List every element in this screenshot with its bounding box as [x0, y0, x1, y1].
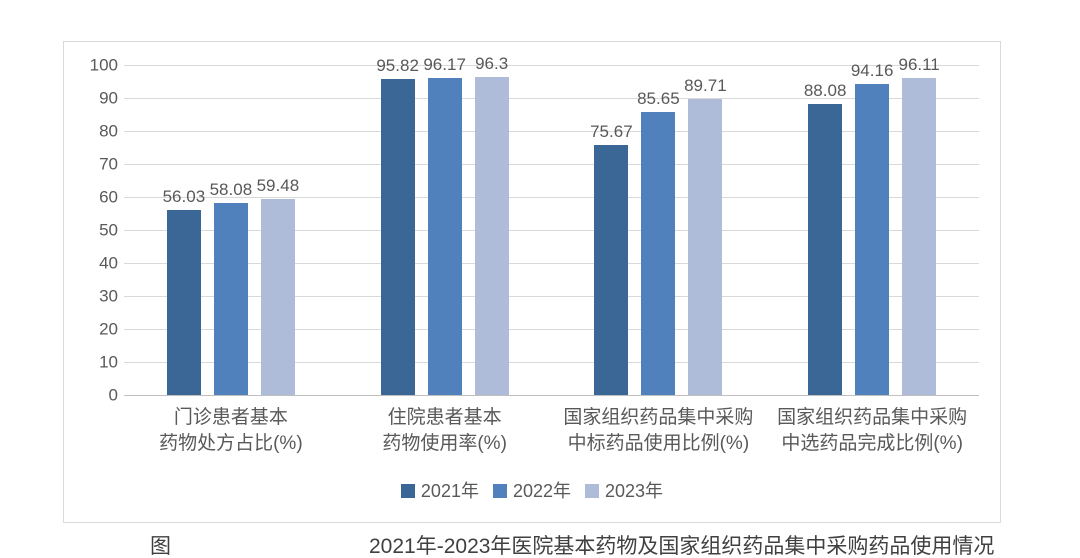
y-tick-label: 10	[99, 352, 118, 372]
bar-value-label: 88.08	[803, 81, 847, 101]
legend-label: 2022年	[512, 481, 572, 501]
gridline	[124, 362, 979, 363]
bar	[213, 203, 248, 395]
bar	[166, 210, 201, 395]
y-tick-label: 90	[99, 88, 118, 108]
bar	[808, 104, 843, 395]
gridline	[124, 197, 979, 198]
legend-label: 2023年	[605, 481, 664, 501]
gridline	[124, 329, 979, 330]
figure-caption-text: 2021年-2023年医院基本药物及国家组织药品集中采购药品使用情况	[369, 535, 995, 558]
legend-item: 2023年	[585, 482, 663, 500]
bar-value-label: 96.11	[898, 54, 940, 74]
y-tick-label: 80	[99, 121, 118, 141]
bar	[641, 112, 676, 395]
category-label: 国家组织药品集中采购 中选药品完成比例(%)	[777, 407, 968, 454]
y-tick-label: 40	[99, 253, 118, 273]
bar-value-label: 75.67	[590, 122, 633, 142]
bar	[260, 198, 295, 395]
bar	[427, 77, 462, 395]
category-label: 国家组织药品集中采购 中标药品使用比例(%)	[563, 407, 754, 454]
bar	[688, 98, 723, 395]
y-tick-label: 100	[89, 55, 118, 75]
gridline	[124, 65, 979, 66]
legend-swatch-icon	[585, 484, 600, 498]
bar	[855, 84, 890, 395]
bar	[380, 78, 415, 395]
bar-value-label: 96.3	[475, 54, 509, 74]
legend-item: 2021年	[400, 481, 479, 501]
bar-value-label: 58.08	[209, 180, 253, 200]
gridline	[124, 131, 979, 132]
gridline	[124, 263, 979, 264]
bar	[474, 77, 509, 395]
chart-panel: 2021年 2022年 2023年 0 10 20 30 40 50 60 70 80 90 100 56…	[63, 41, 1001, 523]
bar-value-label: 89.71	[684, 75, 727, 95]
category-label: 门诊患者基本 药物处方占比(%)	[159, 407, 303, 454]
bar	[594, 145, 629, 395]
bar-value-label: 96.17	[423, 54, 466, 74]
bar-value-label: 94.16	[850, 61, 894, 81]
gridline	[124, 98, 979, 99]
legend-swatch-icon	[400, 484, 415, 498]
figure-caption-prefix: 图	[150, 535, 171, 558]
x-axis-line	[124, 395, 979, 396]
y-tick-label: 70	[99, 154, 118, 174]
bar-value-label: 95.82	[376, 55, 419, 75]
y-tick-label: 20	[99, 319, 118, 339]
category-label: 住院患者基本 药物使用率(%)	[382, 407, 507, 454]
bar-value-label: 85.65	[637, 89, 680, 109]
legend-label: 2021年	[420, 481, 479, 501]
y-tick-label: 50	[99, 220, 118, 240]
y-tick-label: 60	[99, 187, 118, 207]
gridline	[124, 296, 979, 297]
bar-value-label: 56.03	[162, 187, 206, 207]
bar-value-label: 59.48	[256, 175, 300, 195]
bar	[902, 77, 937, 395]
legend-swatch-icon	[492, 484, 507, 498]
y-tick-label: 30	[99, 286, 118, 306]
gridline	[124, 164, 979, 165]
figure-caption: 图 2021年-2023年医院基本药物及国家组织药品集中采购药品使用情况	[150, 536, 994, 557]
y-tick-label: 0	[108, 385, 118, 405]
chart-legend: 2021年 2022年 2023年	[64, 482, 1000, 500]
legend-item: 2022年	[492, 481, 572, 501]
gridline	[124, 230, 979, 231]
